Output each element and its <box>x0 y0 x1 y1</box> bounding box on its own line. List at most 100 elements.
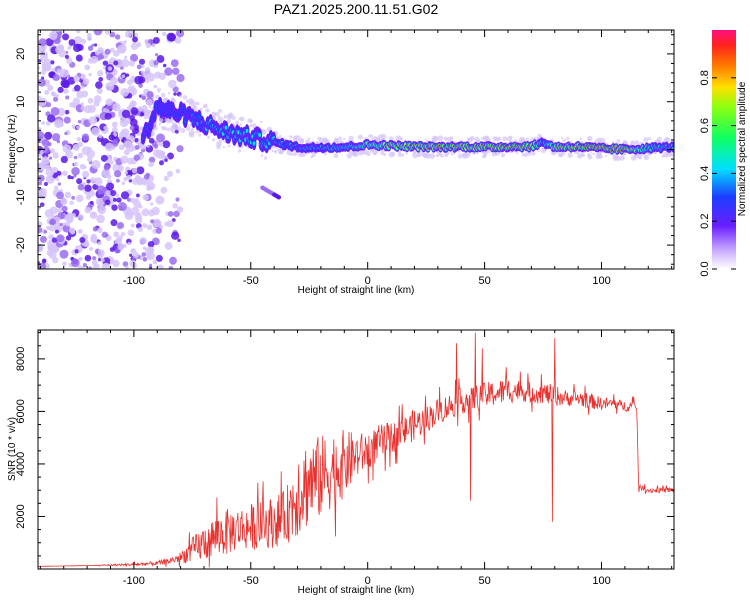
halo-blob <box>162 126 167 131</box>
noise-blob <box>80 102 84 106</box>
noise-blob <box>38 47 42 51</box>
halo-blob <box>298 151 304 158</box>
noise-blob <box>143 173 150 180</box>
noise-blob <box>151 206 160 216</box>
halo-blob <box>271 149 274 153</box>
halo-blob <box>191 127 195 131</box>
noise-blob <box>69 101 75 108</box>
noise-blob <box>177 206 184 213</box>
halo-blob <box>590 151 593 154</box>
noise-blob <box>145 246 154 256</box>
halo-blob <box>156 87 161 92</box>
noise-blob <box>105 190 111 196</box>
noise-blob <box>128 60 135 67</box>
noise-blob <box>152 218 162 228</box>
noise-blob <box>76 125 80 130</box>
noise-blob <box>77 228 83 234</box>
noise-blob <box>60 198 68 206</box>
track-core <box>245 128 249 134</box>
noise-blob <box>155 195 165 205</box>
noise-blob <box>73 174 77 178</box>
noise-blob <box>155 227 162 234</box>
noise-blob <box>43 181 48 186</box>
noise-blob <box>100 154 108 162</box>
noise-blob <box>64 109 70 115</box>
halo-blob <box>334 138 340 144</box>
noise-blob <box>38 181 42 186</box>
colorbar-tick-label: 0.6 <box>699 118 711 133</box>
track-core <box>252 141 256 146</box>
noise-blob <box>104 48 111 55</box>
x-tick-label: -100 <box>123 275 145 287</box>
noise-blob <box>71 166 80 176</box>
noise-blob <box>129 101 136 108</box>
halo-blob <box>540 147 547 154</box>
noise-blob <box>153 84 158 89</box>
halo-blob <box>166 127 171 132</box>
noise-blob <box>158 72 166 81</box>
noise-blob <box>104 112 112 120</box>
noise-blob <box>105 81 115 91</box>
noise-blob <box>142 257 148 262</box>
noise-blob <box>73 75 78 80</box>
halo-blob <box>388 151 395 158</box>
halo-blob <box>333 153 339 159</box>
noise-blob <box>115 237 121 243</box>
noise-blob <box>120 232 126 237</box>
halo-blob <box>474 136 480 143</box>
noise-blob <box>60 155 68 164</box>
halo-blob <box>614 157 617 160</box>
noise-blob <box>117 221 125 229</box>
halo-blob <box>622 156 626 159</box>
halo-blob <box>630 154 637 161</box>
halo-blob <box>516 151 519 154</box>
noise-blob <box>118 144 125 151</box>
halo-blob <box>324 140 328 144</box>
noise-blob <box>136 166 145 175</box>
halo-blob <box>273 150 278 154</box>
noise-blob <box>63 88 69 94</box>
noise-blob <box>92 256 97 261</box>
noise-blob <box>87 266 93 269</box>
noise-blob <box>46 114 56 123</box>
noise-blob <box>142 194 149 201</box>
noise-blob <box>38 190 47 200</box>
halo-blob <box>497 136 501 141</box>
halo-blob <box>560 136 564 139</box>
halo-blob <box>445 137 450 142</box>
noise-blob <box>54 229 59 234</box>
halo-blob <box>263 156 268 160</box>
noise-blob <box>173 210 180 218</box>
noise-blob <box>108 160 114 165</box>
noise-blob <box>62 224 71 233</box>
halo-blob <box>619 155 625 161</box>
noise-blob <box>166 152 174 160</box>
halo-blob <box>247 118 253 124</box>
noise-blob <box>109 247 115 252</box>
noise-blob <box>117 165 124 172</box>
noise-blob <box>160 186 168 194</box>
noise-blob <box>82 78 90 85</box>
halo-blob <box>253 123 257 126</box>
noise-blob <box>129 125 135 131</box>
noise-blob <box>141 208 150 217</box>
noise-blob <box>68 39 76 46</box>
halo-blob <box>388 136 394 141</box>
noise-blob <box>171 231 180 240</box>
halo-blob <box>366 152 371 157</box>
halo-blob <box>212 138 216 142</box>
noise-blob <box>111 126 118 133</box>
noise-blob <box>94 50 100 56</box>
noise-blob <box>166 32 176 42</box>
noise-blob <box>86 179 91 184</box>
noise-blob <box>166 170 174 178</box>
noise-blob <box>130 223 135 228</box>
noise-blob <box>64 54 70 60</box>
halo-blob <box>587 137 591 141</box>
halo-blob <box>239 116 245 122</box>
noise-blob <box>96 87 103 94</box>
noise-blob <box>121 181 126 185</box>
halo-blob <box>202 105 206 109</box>
noise-blob <box>148 266 153 269</box>
